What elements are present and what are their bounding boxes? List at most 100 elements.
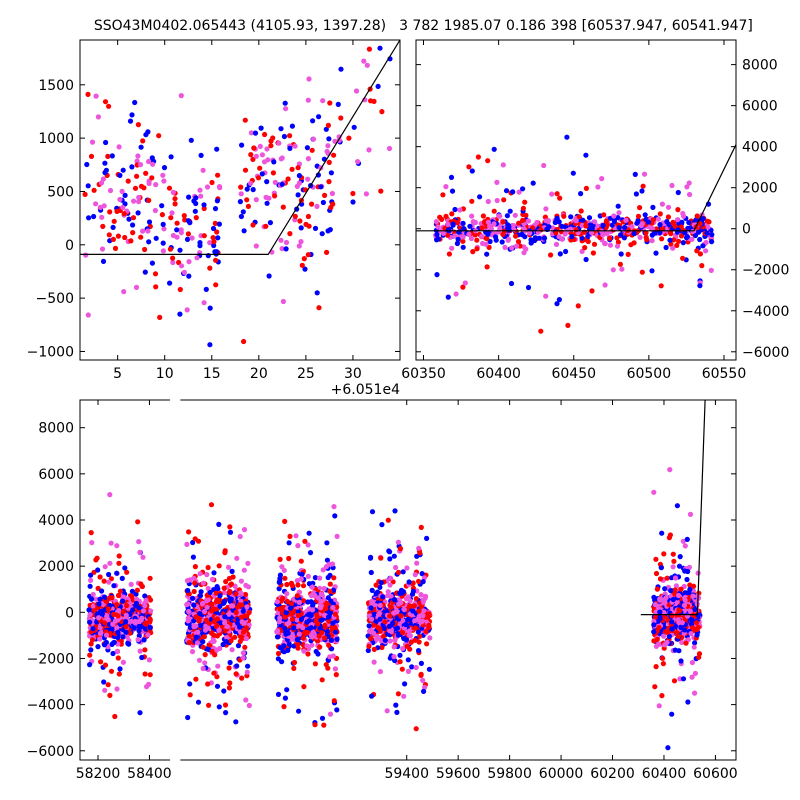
- data-point-magenta: [682, 597, 688, 603]
- data-point-magenta: [283, 106, 289, 112]
- data-point-red: [331, 698, 337, 704]
- data-point-red: [132, 185, 139, 191]
- top-right-scatter-panel: 60350 60400 60450 60500 60550 −6000 −4000 −2000…: [401, 39, 789, 382]
- data-point-red: [143, 621, 149, 627]
- data-point-blue: [88, 572, 94, 578]
- data-point-magenta: [676, 592, 682, 599]
- data-point-red: [366, 643, 372, 649]
- data-point-red: [661, 551, 667, 557]
- data-point-blue: [136, 628, 142, 634]
- data-point-blue: [281, 133, 287, 140]
- data-point-blue: [203, 286, 209, 292]
- data-point-red: [690, 625, 696, 631]
- data-point-red: [222, 702, 229, 708]
- data-point-magenta: [87, 611, 93, 618]
- data-point-red: [631, 240, 637, 246]
- data-point-red: [107, 632, 114, 638]
- data-point-magenta: [160, 172, 166, 178]
- data-point-blue: [282, 100, 288, 106]
- data-point-blue: [692, 606, 698, 613]
- data-point-red: [366, 46, 372, 52]
- data-point-magenta: [669, 182, 675, 189]
- data-point-red: [654, 586, 661, 592]
- data-point-red: [242, 117, 248, 123]
- data-point-magenta: [248, 180, 254, 186]
- data-point-magenta: [243, 635, 249, 642]
- data-point-magenta: [123, 612, 129, 619]
- data-point-magenta: [376, 610, 382, 617]
- y-tick-label: 0: [65, 238, 74, 254]
- data-point-magenta: [113, 618, 119, 624]
- data-point-red: [466, 164, 472, 170]
- data-point-blue: [168, 154, 174, 160]
- data-point-magenta: [400, 646, 406, 652]
- data-point-blue: [264, 179, 270, 185]
- data-point-magenta: [102, 564, 108, 570]
- data-point-red: [653, 226, 660, 232]
- x-tick-label: 5: [113, 366, 122, 382]
- data-point-magenta: [366, 628, 373, 634]
- data-point-magenta: [369, 598, 375, 605]
- data-point-blue: [410, 608, 416, 614]
- data-point-magenta: [294, 183, 300, 189]
- data-point-blue: [377, 45, 383, 51]
- data-point-magenta: [278, 237, 284, 243]
- data-point-red: [413, 625, 419, 631]
- data-point-red: [413, 596, 419, 602]
- data-point-red: [460, 238, 466, 244]
- data-point-magenta: [253, 243, 259, 249]
- data-point-red: [242, 644, 248, 650]
- data-point-magenta: [194, 255, 200, 261]
- model-line: [640, 400, 706, 616]
- data-point-magenta: [136, 199, 142, 205]
- data-point-magenta: [253, 153, 259, 159]
- data-point-red: [657, 211, 663, 217]
- data-point-magenta: [239, 619, 245, 625]
- data-point-blue: [258, 125, 264, 131]
- data-point-blue: [281, 643, 287, 649]
- data-point-magenta: [523, 246, 529, 252]
- data-point-blue: [241, 228, 247, 234]
- data-point-blue: [434, 237, 440, 243]
- data-point-blue: [649, 268, 655, 274]
- data-point-blue: [557, 251, 563, 257]
- data-point-magenta: [135, 637, 141, 643]
- data-point-red: [561, 213, 567, 219]
- data-point-red: [520, 217, 526, 223]
- data-point-magenta: [200, 167, 206, 173]
- data-point-magenta: [305, 573, 311, 580]
- data-point-red: [326, 159, 332, 165]
- data-point-magenta: [140, 554, 146, 560]
- data-point-blue: [222, 614, 228, 620]
- data-point-red: [88, 530, 94, 536]
- data-point-red: [669, 613, 675, 619]
- data-point-red: [193, 614, 199, 620]
- data-point-magenta: [452, 233, 458, 239]
- data-point-magenta: [656, 703, 662, 709]
- data-point-magenta: [690, 593, 696, 599]
- data-point-red: [398, 613, 404, 619]
- data-point-blue: [129, 588, 135, 594]
- data-point-red: [282, 575, 288, 581]
- data-point-magenta: [243, 582, 249, 589]
- data-point-red: [410, 580, 416, 586]
- data-point-red: [186, 640, 192, 646]
- data-point-red: [408, 639, 414, 645]
- scatter-points: [86, 400, 706, 751]
- data-point-blue: [282, 695, 288, 701]
- data-point-red: [437, 214, 443, 220]
- data-point-red: [117, 588, 123, 594]
- data-point-blue: [334, 707, 340, 713]
- data-point-blue: [133, 591, 139, 597]
- data-point-blue: [369, 693, 375, 699]
- model-line: [80, 40, 400, 255]
- data-point-blue: [207, 342, 213, 348]
- data-point-magenta: [332, 666, 338, 672]
- data-point-blue: [366, 623, 372, 629]
- data-point-red: [295, 645, 301, 651]
- data-point-magenta: [329, 190, 335, 197]
- data-point-blue: [159, 203, 165, 209]
- data-point-magenta: [121, 289, 127, 295]
- data-point-red: [289, 166, 295, 172]
- data-point-magenta: [457, 207, 463, 213]
